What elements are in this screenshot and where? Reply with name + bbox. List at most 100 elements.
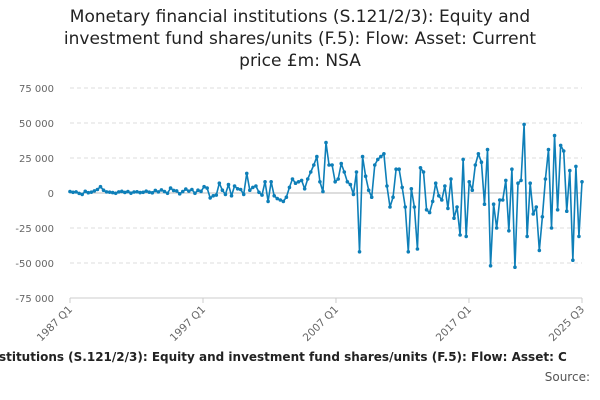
gridlines (70, 87, 582, 299)
data-point (327, 163, 331, 167)
data-point (229, 194, 234, 198)
x-tick-label: 2025 Q3 (547, 304, 587, 344)
data-point (482, 202, 487, 206)
data-point (138, 190, 142, 195)
data-point (555, 208, 560, 212)
data-point (141, 190, 145, 195)
data-point (421, 170, 426, 174)
data-point (187, 189, 191, 193)
data-point (241, 192, 246, 197)
data-point (473, 163, 478, 167)
data-point (376, 157, 380, 162)
data-point (385, 184, 389, 188)
footer-series-title: l institutions (S.121/2/3): Equity and i… (0, 350, 567, 364)
data-point (171, 188, 176, 193)
data-point (308, 170, 313, 174)
data-point (312, 163, 316, 167)
data-point (580, 180, 584, 184)
data-point (494, 226, 499, 230)
chart-title: Monetary financial institutions (S.121/2… (0, 6, 600, 72)
data-point (430, 199, 435, 204)
data-point (193, 191, 197, 196)
data-point (513, 265, 517, 270)
data-point (351, 192, 356, 197)
data-point (165, 191, 170, 196)
data-point (467, 180, 472, 184)
data-point (80, 192, 84, 197)
data-point (452, 216, 456, 220)
data-point (540, 215, 545, 219)
data-point (360, 154, 365, 159)
data-point (433, 181, 438, 185)
data-point (226, 182, 231, 187)
data-point (388, 205, 392, 209)
data-point (174, 189, 179, 193)
data-point (260, 193, 264, 197)
data-point (440, 198, 444, 202)
data-point (266, 199, 270, 204)
data-point (500, 198, 505, 202)
data-point (324, 140, 328, 145)
data-point (162, 189, 167, 194)
data-point (342, 170, 347, 174)
x-tick-label: 1987 Q1 (35, 304, 75, 344)
data-point (302, 187, 307, 191)
data-point (397, 167, 401, 171)
data-point (68, 189, 72, 194)
chart-title-line-3: price £m: NSA (239, 51, 361, 71)
y-axis: 75 000 50 000 25 000 0 -25 000 -50 000 -75 000 (15, 84, 54, 305)
data-point (510, 167, 514, 171)
data-point (211, 194, 216, 198)
data-point (305, 177, 310, 181)
data-point (232, 184, 237, 188)
data-point (357, 250, 362, 254)
x-tick-label: 2007 Q1 (301, 304, 341, 344)
data-point (251, 185, 255, 190)
data-point (89, 190, 94, 194)
data-point (464, 234, 468, 239)
data-point (348, 182, 353, 187)
data-point (184, 187, 188, 191)
data-point (507, 229, 511, 233)
data-point (449, 177, 453, 181)
data-point (491, 202, 496, 206)
data-point (531, 212, 536, 216)
chart-title-line-2: investment fund shares/units (F.5): Flow… (63, 29, 537, 49)
y-tick-label: 75 000 (19, 84, 54, 95)
data-point (476, 152, 481, 156)
data-point (120, 189, 124, 194)
data-point (244, 171, 249, 176)
data-point (202, 184, 206, 189)
data-point (424, 208, 429, 212)
data-point (409, 187, 414, 191)
data-point (214, 193, 219, 197)
data-point (132, 190, 136, 194)
plot-area (68, 122, 584, 270)
data-point (372, 163, 377, 167)
data-point (147, 190, 152, 194)
data-point (403, 205, 408, 209)
data-point (104, 190, 109, 194)
data-point (71, 190, 75, 195)
data-point (159, 188, 164, 192)
data-point (552, 133, 557, 138)
data-point (144, 189, 148, 193)
data-point (199, 189, 203, 194)
data-point (263, 180, 267, 184)
data-point (379, 154, 383, 159)
data-point (543, 177, 548, 181)
data-point (254, 184, 258, 188)
data-point (126, 189, 130, 194)
data-point (217, 181, 222, 185)
data-point (497, 198, 502, 202)
data-point (321, 189, 325, 194)
data-point (528, 181, 532, 185)
data-point (235, 187, 240, 191)
data-point (168, 186, 173, 190)
data-point (110, 190, 115, 195)
y-tick-label: -25 000 (15, 224, 54, 235)
y-tick-label: -75 000 (15, 294, 54, 305)
data-point (177, 192, 182, 196)
data-point (296, 180, 301, 184)
